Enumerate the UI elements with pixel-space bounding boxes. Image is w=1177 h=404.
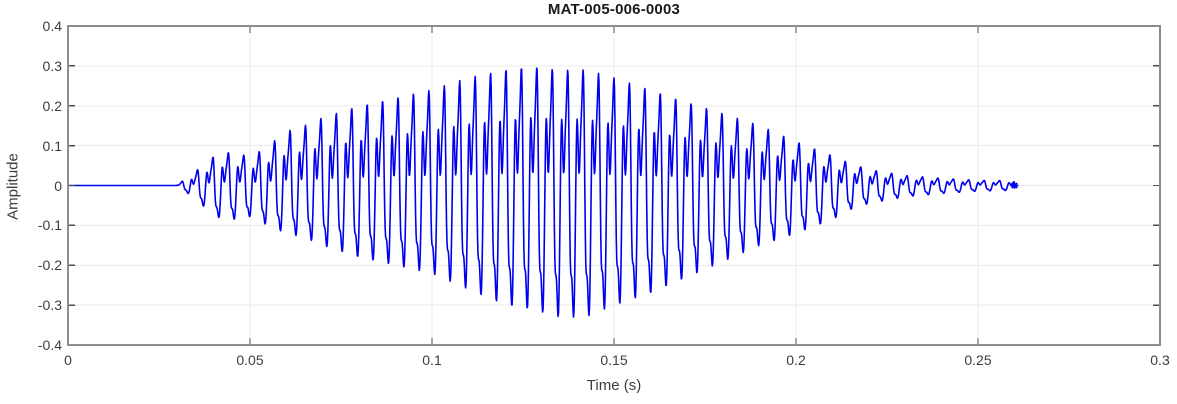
x-axis-label: Time (s) — [586, 377, 642, 394]
y-tick-label: 0 — [54, 177, 62, 194]
x-tick-label: 0.2 — [786, 352, 806, 368]
y-tick-label: 0.4 — [42, 18, 62, 34]
x-tick-label: 0.05 — [236, 352, 264, 368]
x-tick-label: 0 — [64, 352, 72, 368]
y-tick-label: -0.3 — [37, 297, 62, 314]
y-tick-label: -0.2 — [37, 257, 62, 274]
x-tick-label: 0.15 — [600, 352, 628, 368]
y-tick-label: 0.3 — [42, 57, 62, 74]
waveform-line — [67, 67, 1016, 318]
y-tick-label: 0.2 — [42, 97, 62, 114]
chart-title: MAT-005-006-0003 — [547, 1, 681, 18]
plot-border — [67, 25, 1161, 346]
x-tick-label: 0.3 — [1150, 352, 1170, 368]
x-tick-label: 0.1 — [422, 352, 442, 368]
y-tick-label: -0.4 — [37, 337, 62, 353]
signal-end-marker — [1010, 182, 1019, 189]
y-tick-label: 0.1 — [42, 137, 62, 154]
y-tick-label: -0.1 — [37, 217, 62, 234]
x-tick-label: 0.25 — [964, 352, 992, 368]
